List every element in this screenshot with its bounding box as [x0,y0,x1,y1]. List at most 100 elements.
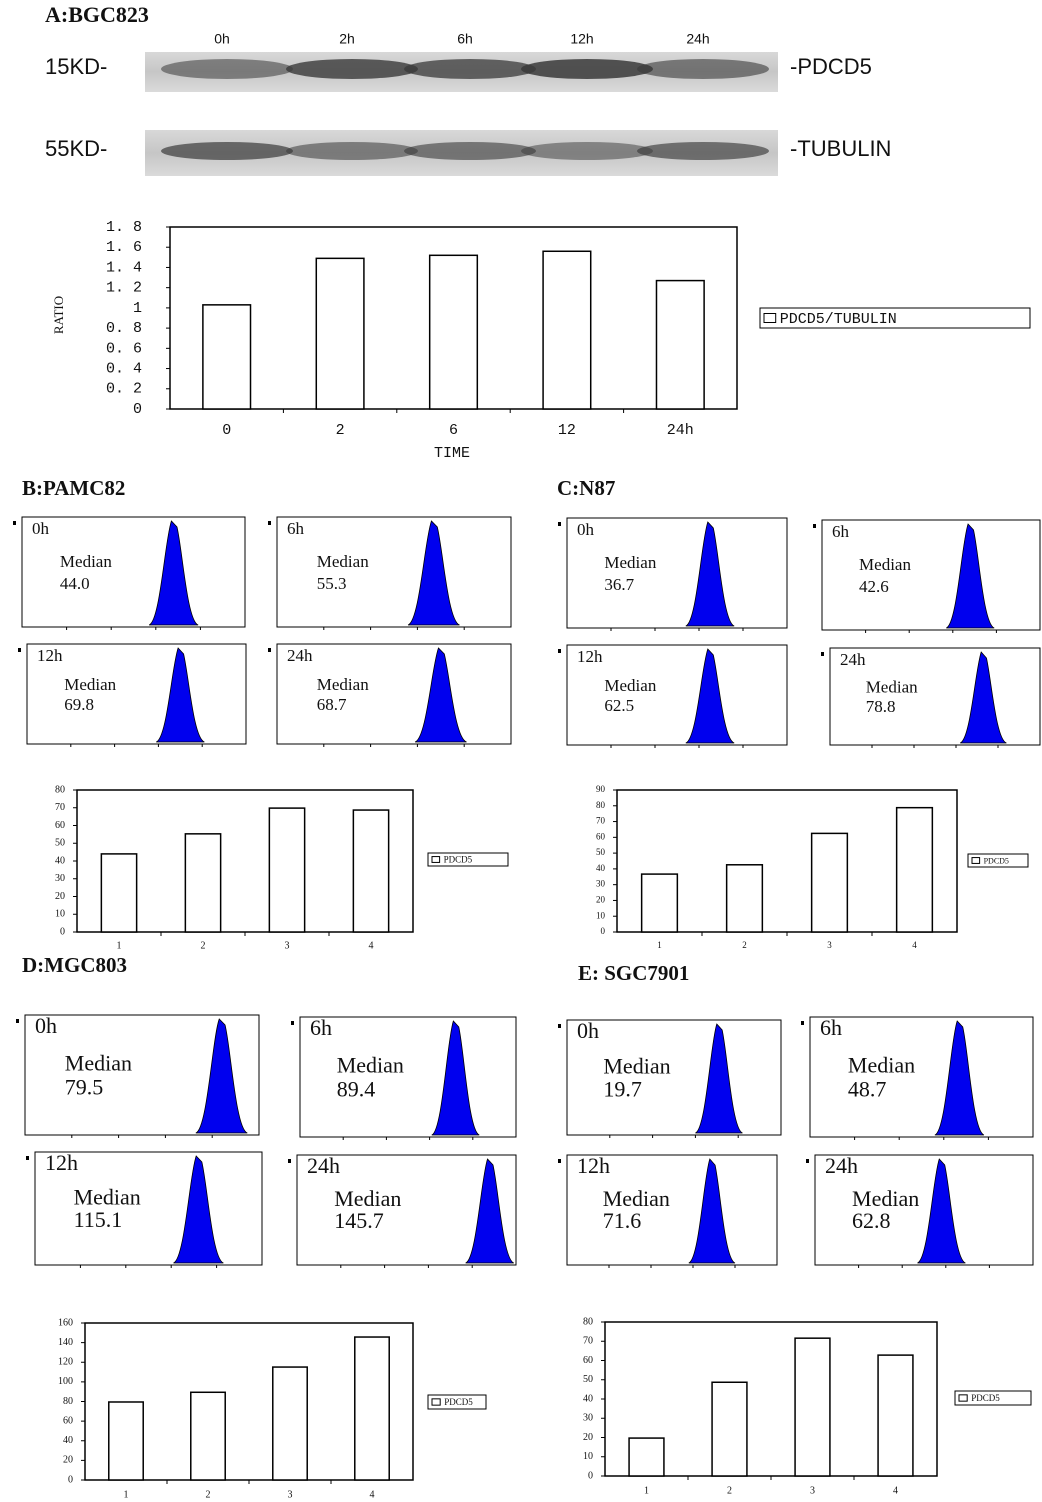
x-tick-label: 2 [206,1489,211,1500]
x-tick-label: 4 [369,940,374,951]
protein-label: -TUBULIN [790,136,891,161]
y-tick-label: 120 [58,1357,73,1368]
median-value: 62.5 [604,696,634,715]
y-tick-label: 10 [583,1451,593,1462]
axis-marker [288,1159,291,1163]
time-label: 24h [825,1153,858,1178]
time-label: 12h [577,1153,610,1178]
y-tick-label: 0 [68,1474,73,1485]
median-value: 19.7 [603,1076,642,1101]
y-tick-label: 160 [58,1317,73,1328]
median-label: Median [317,675,369,694]
y-tick-label: 20 [583,1432,593,1443]
bar [897,808,933,932]
median-label: Median [60,552,112,571]
blot-band [286,59,418,79]
bar [642,874,678,932]
legend-label: PDCD5/TUBULIN [780,311,897,328]
panel-title: B:PAMC82 [22,476,125,500]
time-label: 24h [287,646,313,665]
median-value: 79.5 [65,1074,104,1099]
axis-marker [558,1024,561,1028]
histogram-frame [300,1017,516,1137]
legend-label: PDCD5 [444,855,473,865]
y-tick-label: 80 [55,784,65,795]
blot-band [521,59,653,79]
y-tick-label: 30 [583,1413,593,1424]
blot-band [521,142,653,160]
axis-marker [13,521,16,525]
median-value: 69.8 [64,695,94,714]
axis-marker [806,1159,809,1163]
time-label: 24h [840,650,866,669]
median-value: 68.7 [317,695,347,714]
time-label: 24h [307,1153,340,1178]
y-tick-label: 60 [55,820,65,831]
y-tick-label: 1. 8 [106,219,142,236]
y-tick-label: 10 [596,910,606,920]
bar [203,305,251,409]
blot-band [161,59,293,79]
bar [629,1438,664,1476]
median-value: 44.0 [60,574,90,593]
median-value: 36.7 [604,575,634,594]
time-label: 0h [35,1013,57,1038]
x-tick-label: 6 [449,422,458,439]
time-label: 12h [577,647,603,666]
axis-marker [821,652,824,656]
median-value: 89.4 [337,1076,376,1101]
legend-swatch [959,1395,967,1401]
axis-marker [558,1159,561,1163]
time-label: 0h [577,1018,599,1043]
bar [430,255,478,409]
protein-label: -PDCD5 [790,54,872,79]
x-tick-label: 2 [742,940,747,950]
y-tick-label: 30 [55,873,65,884]
median-value: 62.8 [852,1208,891,1233]
axis-marker [801,1021,804,1025]
median-value: 78.8 [866,697,896,716]
marker-label: 55KD- [45,136,107,161]
time-label: 6h [287,519,305,538]
time-label: 0h [577,520,595,539]
y-tick-label: 1 [133,300,142,317]
y-tick-label: 40 [596,863,606,873]
x-tick-label: 2 [336,422,345,439]
lane-label: 24h [686,31,709,47]
median-value: 145.7 [334,1208,384,1233]
y-tick-label: 0. 6 [106,340,142,357]
x-tick-label: 4 [370,1489,375,1500]
y-tick-label: 50 [583,1374,593,1385]
lane-label: 6h [457,31,473,47]
y-tick-label: 0 [601,926,606,936]
y-tick-label: 60 [583,1355,593,1366]
time-label: 6h [310,1015,332,1040]
bar [101,854,136,932]
bar [727,865,763,932]
figure: A:BGC823 0h2h6h12h24h15KD--PDCD555KD--TU… [0,0,1042,1502]
y-tick-label: 80 [596,800,606,810]
legend-label: PDCD5 [444,1397,473,1407]
median-value: 48.7 [848,1076,887,1101]
y-tick-label: 140 [58,1337,73,1348]
median-value: 42.6 [859,577,889,596]
y-tick-label: 40 [63,1435,73,1446]
axis-marker [558,649,561,653]
y-tick-label: 60 [63,1415,73,1426]
x-tick-label: 12 [558,422,576,439]
histogram-frame [277,517,511,627]
bar [878,1355,913,1476]
legend-label: PDCD5 [971,1393,1000,1403]
x-tick-label: 1 [124,1489,129,1500]
legend-swatch [972,858,980,864]
panel-title: E: SGC7901 [578,961,689,985]
y-tick-label: 50 [55,838,65,849]
histogram-frame [22,517,245,627]
x-tick-label: 1 [657,940,662,950]
x-tick-label: 2 [727,1485,732,1496]
time-label: 0h [32,519,50,538]
blot-band [637,142,769,160]
median-label: Median [64,675,116,694]
median-label: Median [317,552,369,571]
y-tick-label: 80 [583,1316,593,1327]
